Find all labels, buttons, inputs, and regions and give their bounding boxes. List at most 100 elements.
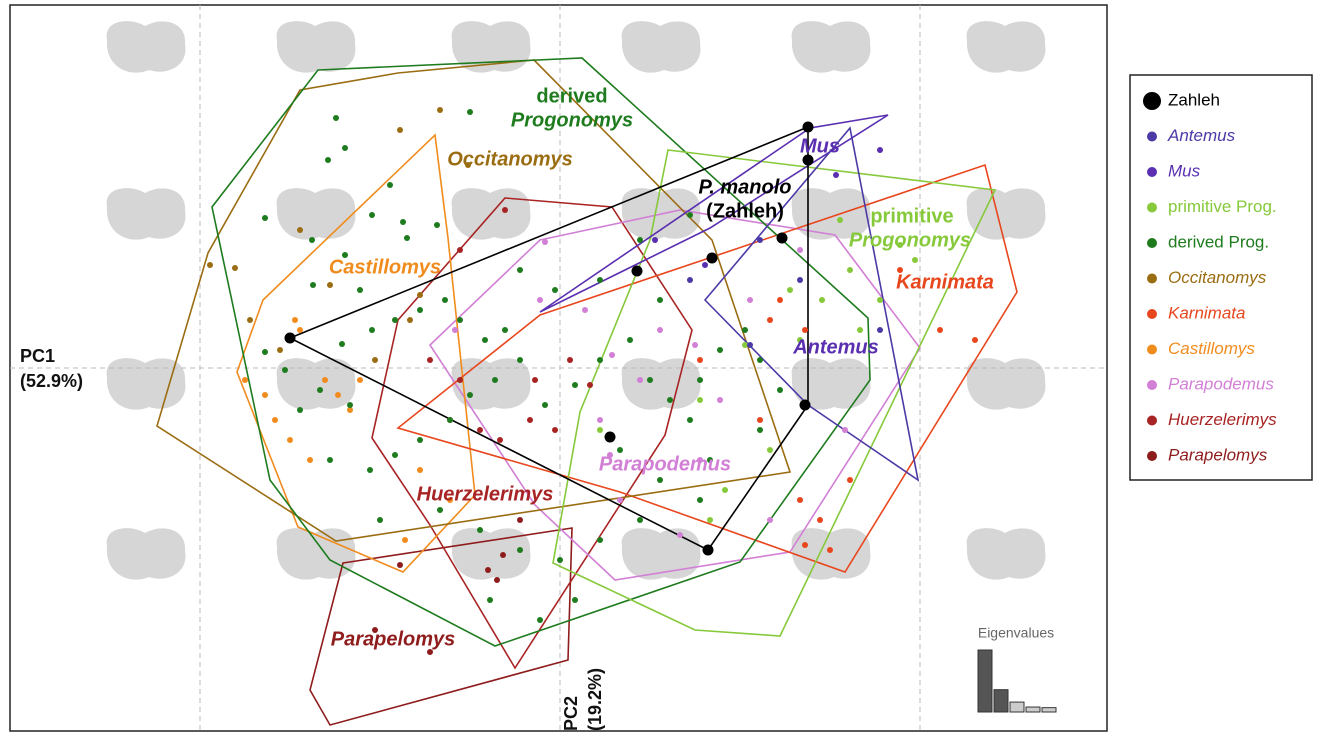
point [637,517,643,523]
point [572,597,578,603]
point [597,357,603,363]
point [777,297,783,303]
point [309,237,315,243]
point [742,327,748,333]
point [335,392,341,398]
point [572,382,578,388]
hull [309,527,573,726]
point [477,427,483,433]
point [667,397,673,403]
point [697,357,703,363]
point [597,537,603,543]
point [485,567,491,573]
point [776,232,788,244]
annotation: Antemus [792,336,879,358]
annotation: Huerzelerimys [417,483,554,505]
hull [156,59,792,542]
point [347,407,353,413]
legend-label: Parapelomys [1168,445,1268,464]
point [377,517,383,523]
point [367,467,373,473]
point [607,452,613,458]
point [262,392,268,398]
point [542,239,548,245]
point [657,297,663,303]
point [369,212,375,218]
point [452,327,458,333]
point [517,547,523,553]
point [322,377,328,383]
point [767,317,773,323]
point [617,497,623,503]
point [327,457,333,463]
point [582,307,588,313]
point [817,517,823,523]
hull [396,163,1018,573]
point [333,115,339,121]
point [232,265,238,271]
tooth-outline [791,528,871,580]
point [657,477,663,483]
background-shapes [106,21,1046,580]
legend-label: Antemus [1167,126,1236,145]
point [437,507,443,513]
point [297,227,303,233]
point [494,577,500,583]
point [797,247,803,253]
tooth-outline [966,188,1046,240]
point [567,357,573,363]
point [397,127,403,133]
annotation: primitive [870,205,953,227]
annotation: Parapodemus [599,453,731,475]
legend-box [1129,74,1313,481]
tooth-outline [791,188,871,240]
tooth-outline [106,528,186,580]
point [537,617,543,623]
point [799,399,811,411]
point [357,377,363,383]
point [697,497,703,503]
point [262,349,268,355]
annotation: Progonomys [849,229,971,251]
tooth-outline [791,358,871,410]
x-axis-label: (52.9%) [20,371,83,391]
point [325,157,331,163]
eigenvalue-bar [1009,701,1025,713]
point [517,357,523,363]
point [697,457,703,463]
point [802,121,814,133]
point [457,377,463,383]
point [597,427,603,433]
tooth-outline [276,21,356,73]
annotation: (Zahleh) [706,200,784,222]
point [284,332,296,344]
legend-marker [1147,131,1157,142]
tooth-outline [621,528,701,580]
point [357,287,363,293]
y-axis-label: PC2 [561,696,581,731]
point [802,154,814,166]
legend-marker [1147,415,1157,426]
point [297,407,303,413]
point [467,392,473,398]
point [707,457,713,463]
point [717,347,723,353]
point [387,182,393,188]
annotation: P. manolo [699,176,792,198]
point [247,317,253,323]
point [837,217,843,223]
point [404,235,410,241]
legend-label: derived Prog. [1168,232,1269,251]
legend-marker [1143,92,1161,110]
legend-marker [1147,202,1157,213]
point [827,547,833,553]
annotation: Castillomys [329,256,441,278]
tooth-outline [106,21,186,73]
point [819,297,825,303]
point [482,337,488,343]
point [392,452,398,458]
point [652,237,658,243]
hull [371,197,693,670]
point [802,327,808,333]
